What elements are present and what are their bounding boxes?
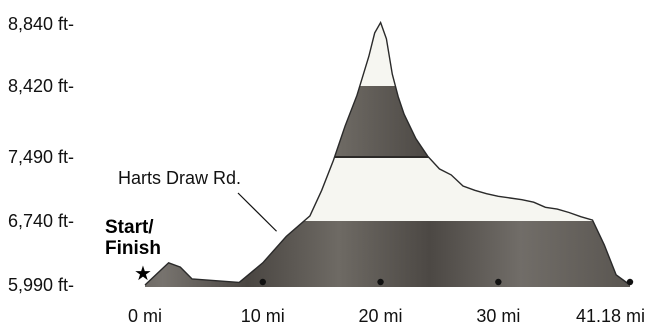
finish-label: Finish: [105, 238, 161, 259]
y-tick-label: 5,990 ft-: [8, 275, 74, 295]
harts-draw-annotation: Harts Draw Rd.: [118, 168, 241, 188]
y-tick-label: 8,420 ft-: [8, 76, 74, 96]
start-label: Start/: [105, 217, 154, 238]
star-icon: ★: [134, 261, 152, 285]
elevation-band-dark: [145, 221, 630, 287]
y-tick-label: 6,740 ft-: [8, 211, 74, 231]
x-tick-label: 41.18 mi: [576, 306, 645, 326]
profile-outline: [144, 20, 631, 286]
y-tick-label: 7,490 ft-: [8, 147, 74, 167]
distance-marker: [495, 278, 502, 286]
distance-marker: [259, 278, 266, 286]
distance-marker: [626, 278, 634, 286]
distance-marker: [377, 278, 384, 286]
x-tick-label: 10 mi: [241, 306, 285, 326]
harts-draw-leader-line: [237, 192, 277, 232]
elevation-band-dark: [145, 86, 630, 157]
y-tick-label: 8,840 ft-: [8, 14, 74, 34]
x-tick-label: 30 mi: [476, 306, 520, 326]
x-tick-label: 20 mi: [359, 306, 403, 326]
x-tick-label: 0 mi: [128, 306, 162, 326]
elevation-band-light: [145, 157, 630, 221]
elevation-band-light: [145, 22, 630, 86]
band-divider: [145, 156, 630, 158]
